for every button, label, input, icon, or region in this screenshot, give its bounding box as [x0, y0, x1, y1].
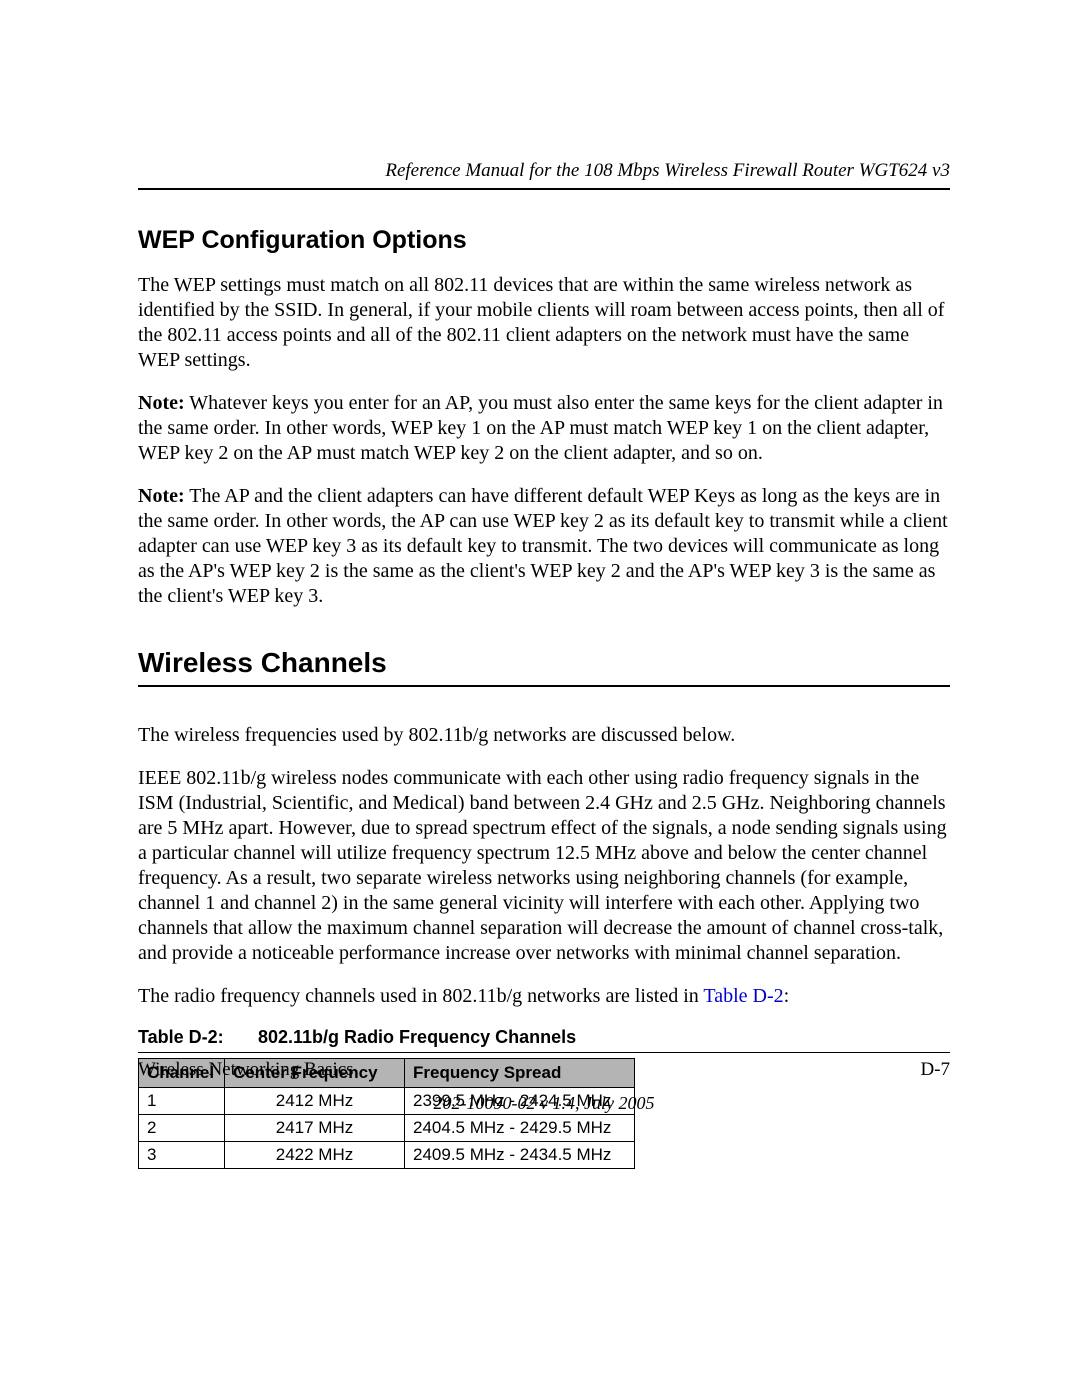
table-cell: 3	[139, 1142, 225, 1169]
body-paragraph: The radio frequency channels used in 802…	[138, 984, 950, 1009]
body-paragraph: The wireless frequencies used by 802.11b…	[138, 723, 950, 748]
note-text: Whatever keys you enter for an AP, you m…	[138, 392, 943, 464]
section-heading-channels: Wireless Channels	[138, 647, 950, 679]
section-heading-wep: WEP Configuration Options	[138, 226, 950, 255]
note-label: Note:	[138, 392, 185, 414]
table-row: 3 2422 MHz 2409.5 MHz - 2434.5 MHz	[139, 1142, 635, 1169]
body-paragraph: IEEE 802.11b/g wireless nodes communicat…	[138, 766, 950, 966]
note-text: The AP and the client adapters can have …	[138, 485, 948, 607]
table-caption-title: 802.11b/g Radio Frequency Channels	[258, 1027, 576, 1047]
table-row: 2 2417 MHz 2404.5 MHz - 2429.5 MHz	[139, 1115, 635, 1142]
table-caption-label: Table D-2:	[138, 1027, 258, 1048]
note-label: Note:	[138, 485, 185, 507]
header-rule	[138, 188, 950, 190]
text-run: :	[784, 985, 790, 1007]
table-caption: Table D-2:802.11b/g Radio Frequency Chan…	[138, 1027, 950, 1048]
body-paragraph: The WEP settings must match on all 802.1…	[138, 273, 950, 373]
body-paragraph-note: Note: Whatever keys you enter for an AP,…	[138, 391, 950, 466]
table-cell: 2417 MHz	[225, 1115, 405, 1142]
table-cell: 2404.5 MHz - 2429.5 MHz	[405, 1115, 635, 1142]
footer-section-name: Wireless Networking Basics	[138, 1059, 354, 1081]
heading-rule	[138, 685, 950, 687]
footer-page-number: D-7	[920, 1059, 950, 1081]
table-cell: 2	[139, 1115, 225, 1142]
table-reference-link[interactable]: Table D-2	[703, 985, 783, 1007]
running-header: Reference Manual for the 108 Mbps Wirele…	[138, 160, 950, 182]
text-run: The radio frequency channels used in 802…	[138, 985, 703, 1007]
body-paragraph-note: Note: The AP and the client adapters can…	[138, 484, 950, 609]
table-cell: 2422 MHz	[225, 1142, 405, 1169]
footer-doc-id: 202-10090-02 v 1.4, July 2005	[138, 1093, 950, 1114]
table-cell: 2409.5 MHz - 2434.5 MHz	[405, 1142, 635, 1169]
footer-rule	[138, 1052, 950, 1053]
